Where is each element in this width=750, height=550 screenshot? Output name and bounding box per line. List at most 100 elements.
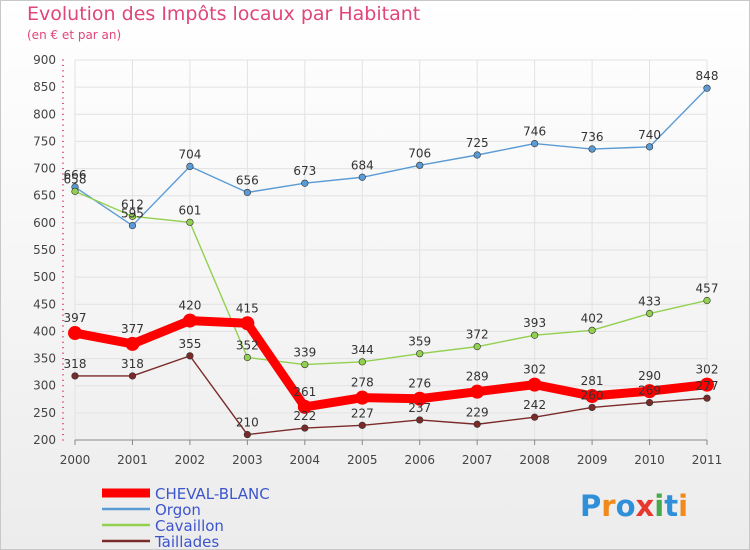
x-tick-label: 2003 <box>232 453 263 467</box>
x-tick-label: 2007 <box>462 453 493 467</box>
data-label-cheval-blanc: 278 <box>351 376 374 390</box>
data-point-orgon <box>588 145 596 153</box>
data-label-cheval-blanc: 397 <box>64 311 87 325</box>
data-point-orgon <box>358 173 366 181</box>
data-label-cavaillon: 372 <box>466 328 489 342</box>
data-label-taillades: 229 <box>466 405 489 419</box>
data-point-taillades <box>588 403 596 412</box>
data-point-cavaillon <box>645 309 654 318</box>
logo-letter: i <box>654 489 665 523</box>
y-tick-label: 650 <box>33 189 56 203</box>
data-label-taillades: 318 <box>64 357 87 371</box>
data-label-taillades: 318 <box>121 357 144 371</box>
y-tick-label: 450 <box>33 297 56 311</box>
axis-layer: 200 250 300 350 400 450 500 550 600 650 700 750 800 8… <box>33 53 722 467</box>
x-tick-label: 2008 <box>519 453 550 467</box>
series-line-orgon <box>74 87 708 227</box>
data-label-cavaillon: 344 <box>351 343 374 357</box>
data-label-taillades: 277 <box>696 379 719 393</box>
data-point-cheval-blanc <box>470 384 485 399</box>
data-label-orgon: 725 <box>466 136 489 150</box>
legend-label-cheval-blanc: CHEVAL-BLANC <box>155 485 270 503</box>
data-point-orgon <box>243 188 251 197</box>
data-point-orgon <box>473 151 481 159</box>
data-label-cavaillon: 352 <box>236 338 259 352</box>
data-point-cheval-blanc <box>700 377 714 392</box>
x-tick-label: 2002 <box>175 453 206 467</box>
data-point-cavaillon <box>301 360 309 369</box>
chart-subtitle: (en € et par an) <box>27 28 122 42</box>
data-label-taillades: 237 <box>408 401 431 415</box>
data-label-cavaillon: 402 <box>581 311 604 325</box>
legend-label-orgon: Orgon <box>155 501 201 519</box>
data-point-taillades <box>301 424 309 432</box>
data-point-orgon <box>128 221 137 230</box>
y-tick-label: 550 <box>33 243 56 257</box>
logo-letter: i <box>678 489 689 523</box>
data-point-cheval-blanc <box>68 326 82 341</box>
data-point-cavaillon <box>416 350 424 358</box>
data-label-cheval-blanc: 420 <box>178 299 201 313</box>
data-label-cavaillon: 393 <box>523 316 546 330</box>
y-tick-label: 800 <box>33 107 56 121</box>
data-point-cavaillon <box>473 343 481 351</box>
data-point-taillades <box>703 394 711 402</box>
data-label-taillades: 355 <box>178 337 201 351</box>
y-tick-label: 700 <box>33 162 56 176</box>
legend-label-taillades: Taillades <box>154 533 219 550</box>
data-label-cavaillon: 457 <box>696 281 719 295</box>
proxiti-logo: Proxiti <box>580 489 688 523</box>
data-label-taillades: 260 <box>581 388 604 402</box>
y-tick-label: 850 <box>33 80 56 94</box>
data-point-taillades <box>186 352 194 360</box>
x-tick-label: 2010 <box>634 453 665 467</box>
data-label-layer: 397 377 420 415 261 278 276 289 302 281 290 302 666 5… <box>64 69 719 429</box>
data-label-taillades: 222 <box>293 409 316 423</box>
data-label-cheval-blanc: 377 <box>121 322 144 336</box>
data-point-cavaillon <box>243 353 251 362</box>
series-line-cheval-blanc <box>70 316 712 412</box>
data-label-orgon: 656 <box>236 173 259 187</box>
data-label-cavaillon: 433 <box>638 295 661 309</box>
data-label-cavaillon: 339 <box>293 346 316 360</box>
data-point-taillades <box>645 398 654 407</box>
data-label-cavaillon: 359 <box>408 335 431 349</box>
data-point-cheval-blanc <box>527 377 542 392</box>
logo-letter: r <box>601 489 616 523</box>
data-point-cheval-blanc <box>182 313 197 328</box>
chart-title: Evolution des Impôts locaux par Habitant <box>27 3 421 25</box>
series-layer <box>68 84 714 439</box>
data-point-cavaillon <box>71 187 79 195</box>
data-label-orgon: 736 <box>581 130 604 144</box>
data-label-taillades: 269 <box>638 384 661 398</box>
y-tick-label: 400 <box>33 324 56 338</box>
data-label-orgon: 848 <box>696 69 719 83</box>
logo-letter: t <box>664 489 679 523</box>
data-label-orgon: 666 <box>64 168 87 182</box>
data-label-orgon: 684 <box>351 158 374 172</box>
data-point-cavaillon <box>703 296 711 305</box>
x-tick-label: 2011 <box>692 453 723 467</box>
data-label-cavaillon: 658 <box>64 172 87 186</box>
data-label-orgon: 673 <box>293 164 316 178</box>
y-tick-label: 600 <box>33 216 56 230</box>
y-tick-label: 250 <box>33 406 56 420</box>
data-label-cavaillon: 601 <box>178 203 201 217</box>
data-label-cavaillon: 612 <box>121 197 144 211</box>
data-point-cavaillon <box>128 212 137 220</box>
x-tick-label: 2006 <box>404 453 435 467</box>
data-point-cheval-blanc <box>125 336 140 351</box>
y-tick-label: 200 <box>33 433 56 447</box>
data-point-cheval-blanc <box>642 384 657 399</box>
x-tick-label: 2000 <box>60 453 91 467</box>
data-point-cavaillon <box>588 326 596 334</box>
logo-letter: o <box>615 489 636 523</box>
data-label-cheval-blanc: 415 <box>236 301 259 315</box>
data-point-cheval-blanc <box>585 389 600 404</box>
x-tick-label: 2004 <box>290 453 321 467</box>
data-label-orgon: 746 <box>523 125 546 139</box>
data-label-taillades: 242 <box>523 398 546 412</box>
